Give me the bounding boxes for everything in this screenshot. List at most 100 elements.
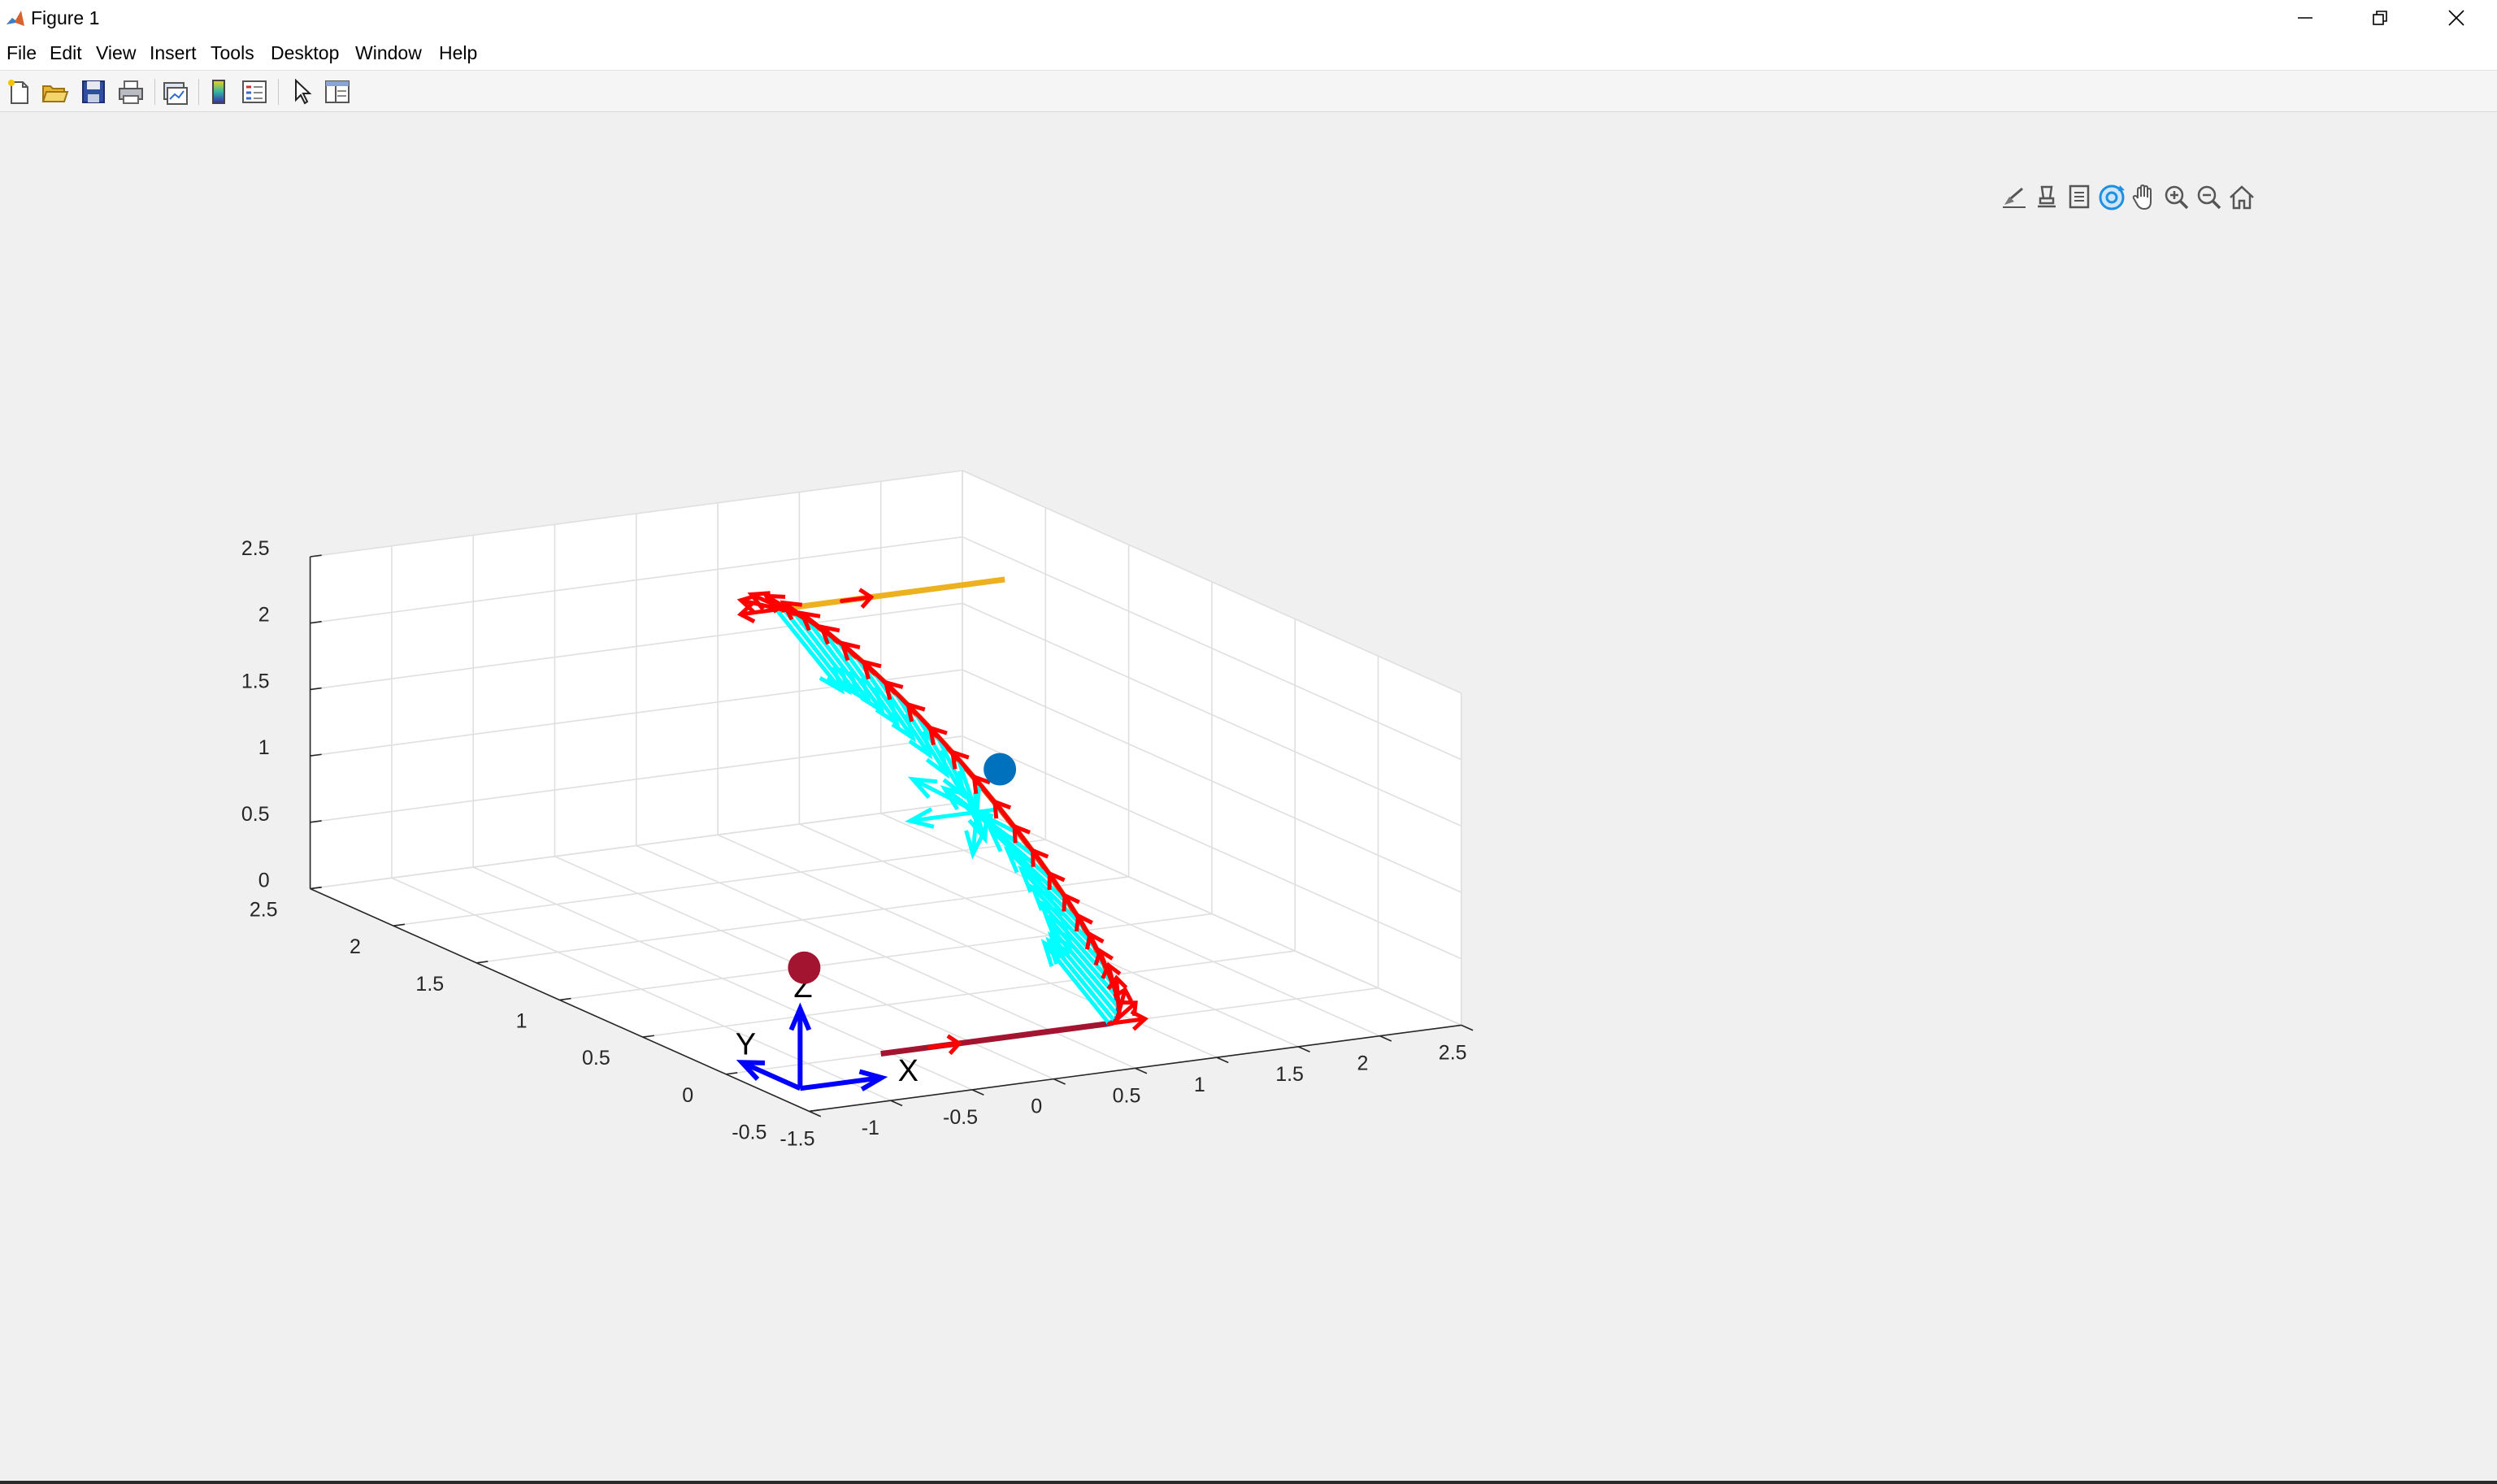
- folder-open-icon: [41, 85, 69, 102]
- frame-y-arrow-head: [736, 1060, 766, 1082]
- normal-arrow-shaft: [935, 734, 979, 819]
- close-button[interactable]: [2419, 0, 2494, 36]
- normal-arrow-shaft: [988, 827, 1073, 909]
- data-tips-button[interactable]: [2030, 180, 2063, 215]
- menu-file[interactable]: File: [7, 42, 37, 63]
- normal-arrow-shaft: [908, 807, 1002, 823]
- menu-window[interactable]: Window: [355, 42, 422, 63]
- minimize-icon: [2298, 17, 2312, 19]
- z-tick: [310, 753, 322, 757]
- z-tick: [310, 687, 322, 691]
- tangent-arrow-head: [779, 600, 803, 621]
- tangent-arrow-shaft: [1112, 1000, 1138, 1023]
- tangent-arrow-head: [1122, 1000, 1138, 1017]
- insert-legend-button[interactable]: [239, 76, 270, 107]
- data-table-icon: [2069, 184, 2090, 209]
- linked-data-button[interactable]: [2063, 180, 2095, 215]
- z-tick: [310, 820, 322, 823]
- z-tick-label: 2.5: [241, 537, 270, 560]
- normal-arrow-shaft: [873, 671, 932, 757]
- x-tick: [1053, 1078, 1066, 1085]
- normal-arrow-head: [819, 666, 845, 695]
- open-file-button[interactable]: [39, 76, 70, 107]
- property-inspector-button[interactable]: [322, 76, 353, 107]
- normal-arrow-head: [875, 698, 901, 728]
- z-tick-label: 0: [258, 870, 270, 892]
- toolbar-separator: [154, 79, 155, 105]
- zoom-in-button[interactable]: [2160, 180, 2193, 215]
- window-title: Figure 1: [31, 7, 100, 28]
- menu-insert[interactable]: Insert: [150, 42, 197, 63]
- minimize-button[interactable]: [2268, 0, 2343, 36]
- tangent-arrow-head: [858, 588, 875, 609]
- grid-line: [310, 801, 963, 890]
- grid-line: [310, 602, 963, 691]
- normal-arrow-shaft: [971, 782, 982, 857]
- x-tick: [1135, 1067, 1148, 1074]
- tangent-arrow-shaft: [738, 607, 779, 617]
- tangent-arrow-shaft: [840, 595, 874, 603]
- link-plot-button[interactable]: [159, 76, 190, 107]
- menu-tools[interactable]: Tools: [211, 42, 254, 63]
- brush-button[interactable]: [1998, 180, 2030, 215]
- z-tick-label: 0.5: [241, 803, 270, 826]
- colorbar-icon: [212, 80, 225, 104]
- y-tick: [725, 1072, 738, 1075]
- edit-plot-button[interactable]: [286, 76, 317, 107]
- normal-arrow-head: [967, 814, 988, 844]
- menu-view[interactable]: View: [96, 42, 137, 63]
- insert-colorbar-button[interactable]: [203, 76, 234, 107]
- x-tick-label: 1.5: [1275, 1063, 1304, 1086]
- x-tick: [1297, 1046, 1310, 1053]
- title-bar: Figure 1: [0, 0, 2497, 36]
- home-icon: [2230, 185, 2254, 210]
- menu-desktop[interactable]: Desktop: [271, 42, 340, 63]
- restore-button[interactable]: [2343, 0, 2417, 36]
- toolbar-separator: [198, 79, 199, 105]
- print-button[interactable]: [115, 76, 146, 107]
- x-tick-label: 0: [1031, 1096, 1042, 1118]
- window-bottom-border: [0, 1481, 2497, 1484]
- hand-pan-icon: [2132, 184, 2152, 210]
- exit-segment: [775, 576, 1005, 613]
- restore-view-button[interactable]: [2226, 180, 2258, 215]
- pointer-arrow-icon: [295, 78, 312, 105]
- tangent-arrow-head: [1106, 974, 1128, 991]
- normal-arrow-shaft: [1031, 885, 1108, 969]
- zoom-out-icon: [2197, 185, 2221, 210]
- tangent-arrow-shaft: [927, 1041, 962, 1050]
- pan-button[interactable]: [2128, 180, 2160, 215]
- grid-line: [310, 470, 963, 558]
- new-figure-button[interactable]: [3, 76, 34, 107]
- frame-x-arrow-shaft: [799, 1075, 883, 1091]
- menu-help[interactable]: Help: [439, 42, 478, 63]
- x-tick: [890, 1100, 903, 1107]
- menu-edit[interactable]: Edit: [50, 42, 82, 63]
- frame-x-arrow-head: [858, 1069, 888, 1091]
- normal-arrow: [935, 734, 980, 822]
- center-marker: [984, 753, 1017, 786]
- y-tick: [809, 1109, 821, 1113]
- tangent-arrow-head: [946, 1034, 962, 1056]
- zoom-in-icon: [2165, 185, 2189, 210]
- frame-x-label: X: [898, 1054, 918, 1088]
- grid-line: [962, 602, 1462, 827]
- z-tick: [310, 621, 322, 624]
- y-tick: [393, 923, 406, 926]
- restore-icon: [2373, 11, 2387, 25]
- y-tick-label: 2.5: [250, 899, 278, 922]
- normal-arrow-head: [905, 807, 935, 829]
- zoom-out-button[interactable]: [2193, 180, 2226, 215]
- normal-arrow-shaft: [774, 607, 844, 692]
- grid-line: [642, 950, 1296, 1038]
- normal-arrow-shaft: [1019, 867, 1098, 951]
- tangent-arrow-shaft: [1115, 987, 1127, 1018]
- save-button[interactable]: [78, 76, 109, 107]
- normal-arrow: [774, 607, 845, 695]
- normal-arrow: [964, 782, 986, 860]
- close-icon: [2448, 10, 2464, 26]
- rotate-3d-button[interactable]: [2095, 180, 2128, 215]
- legend-icon: [242, 80, 267, 103]
- grid-line: [559, 913, 1213, 1001]
